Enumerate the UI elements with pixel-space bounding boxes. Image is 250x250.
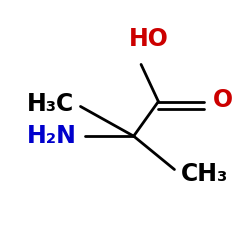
Text: CH₃: CH₃: [180, 162, 228, 186]
Text: H₃C: H₃C: [27, 92, 74, 116]
Text: O: O: [213, 88, 233, 112]
Text: HO: HO: [128, 27, 168, 51]
Text: H₂N: H₂N: [27, 124, 77, 148]
